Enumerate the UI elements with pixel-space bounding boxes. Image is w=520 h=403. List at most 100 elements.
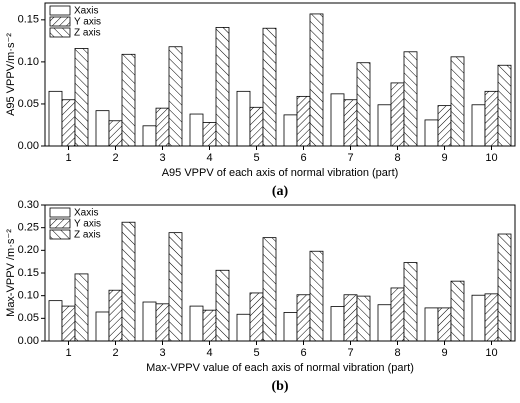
y-axis-label: Max-VPPV /m·s⁻² (5, 229, 17, 317)
x-tick-label: 9 (441, 347, 447, 359)
x-tick-label: 2 (112, 152, 118, 164)
bar (296, 294, 311, 342)
y-tick-label: 0.10 (18, 56, 39, 68)
x-tick-label: 7 (347, 347, 353, 359)
bar (343, 99, 358, 147)
x-axis-label: Max-VPPV value of each axis of normal vi… (146, 362, 414, 374)
bar (356, 62, 371, 147)
bar (262, 237, 277, 342)
plot-frame (44, 2, 516, 147)
y-tick-label: 0.15 (18, 267, 39, 279)
bar (48, 90, 63, 147)
bar (450, 280, 465, 342)
bar (202, 309, 217, 342)
legend-swatch (49, 229, 71, 240)
bar (142, 125, 157, 147)
caption: (a) (272, 184, 289, 199)
bar (61, 99, 76, 147)
legend-label: Xaxis (74, 208, 98, 219)
x-tick-label: 5 (253, 152, 259, 164)
bar (403, 51, 418, 147)
bar (377, 304, 392, 342)
x-tick-label: 1 (65, 347, 71, 359)
y-tick-label: 0.00 (18, 335, 39, 347)
bar (155, 303, 170, 342)
y-tick-label: 0.30 (18, 199, 39, 211)
y-tick-label: 0.10 (18, 290, 39, 302)
y-axis-label: A95 VPPV/m·s⁻² (5, 33, 17, 116)
bar (215, 26, 230, 147)
bar (484, 90, 499, 147)
bar (108, 289, 123, 342)
bar (484, 293, 499, 342)
bar (437, 307, 452, 342)
bar (424, 307, 439, 342)
legend-swatch (49, 27, 71, 38)
legend-label: Xaxis (74, 6, 98, 17)
y-tick-label: 0.15 (18, 14, 39, 26)
bar (356, 295, 371, 342)
legend-swatch (49, 16, 71, 27)
x-tick-label: 10 (485, 152, 497, 164)
bar (390, 287, 405, 342)
bar (74, 48, 89, 147)
x-tick-label: 4 (206, 347, 212, 359)
bar (95, 311, 110, 342)
bar (497, 64, 512, 147)
bar (403, 262, 418, 342)
legend-swatch (49, 207, 71, 218)
bar (95, 110, 110, 147)
x-axis-label: A95 VPPV of each axis of normal vibratio… (162, 167, 399, 179)
legend-label: Z axis (74, 230, 101, 241)
x-tick-label: 5 (253, 347, 259, 359)
y-tick-label: 0.05 (18, 312, 39, 324)
bar (377, 104, 392, 147)
bar (437, 105, 452, 147)
bar (236, 313, 251, 342)
y-tick-label: 0.25 (18, 222, 39, 234)
bar (121, 53, 136, 147)
bar (108, 120, 123, 147)
x-tick-label: 3 (159, 347, 165, 359)
y-tick-label: 0.00 (18, 140, 39, 152)
y-tick-label: 0.05 (18, 98, 39, 110)
y-tick-label: 0.20 (18, 244, 39, 256)
caption: (b) (271, 379, 288, 394)
legend-label: Y axis (74, 219, 101, 230)
x-tick-label: 9 (441, 152, 447, 164)
bar (343, 294, 358, 342)
bar (236, 90, 251, 147)
x-tick-label: 10 (485, 347, 497, 359)
bar (61, 305, 76, 342)
bar (330, 93, 345, 147)
bar (249, 292, 264, 342)
bar (202, 122, 217, 147)
x-tick-label: 6 (300, 347, 306, 359)
bar (390, 82, 405, 147)
bar (215, 269, 230, 342)
x-tick-label: 4 (206, 152, 212, 164)
bar (48, 300, 63, 342)
bar (424, 119, 439, 147)
legend-label: Y axis (74, 17, 101, 28)
bar (189, 305, 204, 342)
bar (497, 233, 512, 342)
legend-swatch (49, 218, 71, 229)
bar (283, 312, 298, 342)
bar (309, 250, 324, 342)
bar (283, 114, 298, 147)
x-tick-label: 8 (394, 152, 400, 164)
bar (168, 46, 183, 147)
bar (309, 13, 324, 147)
legend-label: Z axis (74, 28, 101, 39)
bar (249, 106, 264, 147)
bar (168, 232, 183, 342)
x-tick-label: 7 (347, 152, 353, 164)
bar (471, 104, 486, 147)
x-tick-label: 6 (300, 152, 306, 164)
bar (262, 27, 277, 147)
bar (330, 306, 345, 342)
bar (296, 95, 311, 147)
